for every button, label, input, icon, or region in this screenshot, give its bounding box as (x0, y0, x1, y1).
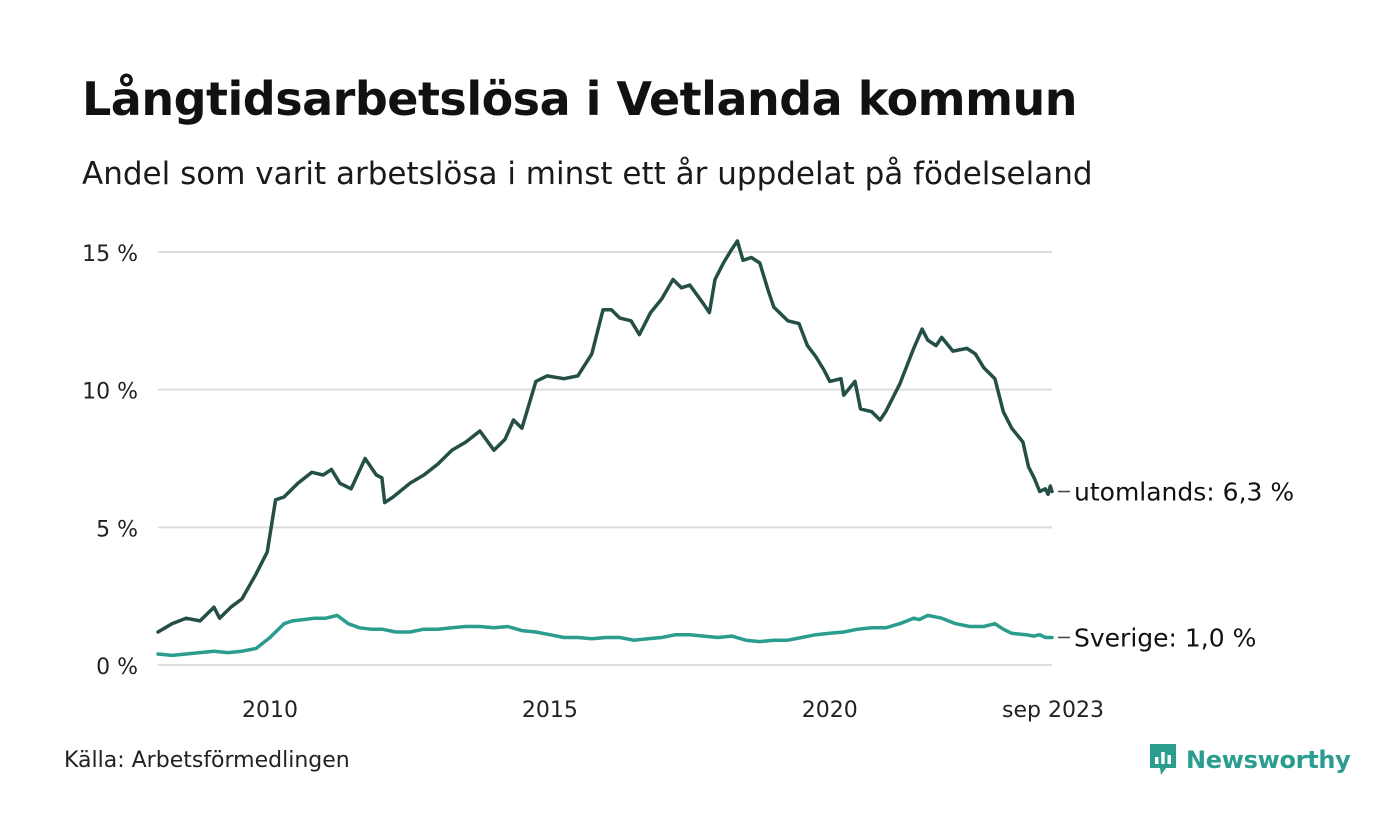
y-tick-label: 10 % (82, 380, 138, 405)
x-tick-label: 2020 (802, 698, 858, 723)
series-end-label: utomlands: 6,3 % (1074, 478, 1294, 507)
newsworthy-logo-icon (1150, 744, 1176, 775)
x-tick-label: 2015 (522, 698, 578, 723)
series-end-label: Sverige: 1,0 % (1074, 623, 1256, 652)
series-line-sverige (156, 613, 1054, 658)
brand-logo: Newsworthy (1148, 742, 1351, 778)
x-tick-label: 2010 (242, 698, 298, 723)
brand-name: Newsworthy (1186, 746, 1351, 774)
chart-title: Långtidsarbetslösa i Vetlanda kommun (82, 72, 1078, 126)
source-note: Källa: Arbetsförmedlingen (64, 748, 350, 773)
x-tick-label: sep 2023 (1002, 698, 1104, 723)
y-tick-label: 5 % (96, 517, 138, 542)
series-line-utomlands (156, 239, 1054, 634)
chart-subtitle: Andel som varit arbetslösa i minst ett å… (82, 156, 1093, 192)
y-tick-label: 15 % (82, 242, 138, 267)
y-tick-label: 0 % (96, 655, 138, 680)
